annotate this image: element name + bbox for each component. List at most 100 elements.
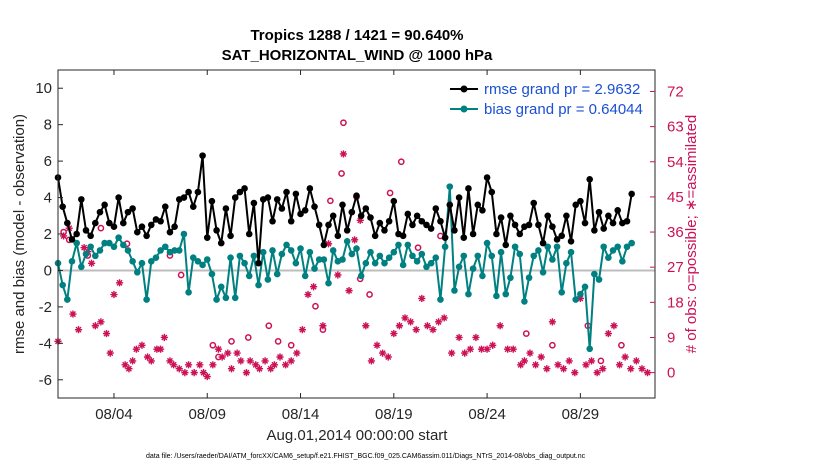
bias-point bbox=[404, 241, 412, 249]
bias-point bbox=[381, 259, 388, 267]
bias-point bbox=[231, 294, 239, 302]
obs-assimilated-marker bbox=[423, 322, 431, 330]
obs-assimilated-marker bbox=[227, 365, 236, 373]
obs-assimilated-marker bbox=[115, 279, 124, 287]
rmse-point bbox=[166, 228, 174, 236]
bias-point bbox=[628, 239, 635, 247]
obs-assimilated-marker bbox=[138, 341, 146, 349]
rmse-point bbox=[628, 190, 635, 198]
obs-assimilated-marker bbox=[554, 361, 562, 369]
bias-point bbox=[339, 256, 346, 263]
bias-point bbox=[493, 292, 500, 300]
bias-point bbox=[353, 245, 360, 252]
obs-assimilated-marker bbox=[384, 353, 392, 361]
bias-point bbox=[259, 248, 267, 256]
bias-point bbox=[325, 279, 332, 287]
rmse-point bbox=[301, 207, 309, 214]
obs-assimilated-marker bbox=[440, 314, 448, 322]
obs-assimilated-marker bbox=[309, 283, 318, 291]
bias-point bbox=[395, 241, 402, 249]
obs-assimilated-marker bbox=[587, 357, 596, 365]
rmse-point bbox=[68, 236, 76, 243]
y-axis-label: rmse and bias (model - observation) bbox=[11, 114, 28, 354]
bias-point bbox=[269, 247, 276, 254]
bias-point bbox=[301, 272, 309, 280]
obs-assimilated-marker bbox=[319, 322, 327, 330]
rmse-point bbox=[185, 188, 192, 196]
bias-point bbox=[68, 258, 76, 265]
rmse-point bbox=[404, 210, 412, 218]
rmse-point bbox=[87, 232, 94, 240]
obs-assimilated-marker bbox=[356, 216, 364, 224]
obs-assimilated-marker bbox=[132, 345, 140, 353]
obs-possible-marker bbox=[386, 189, 394, 197]
obs-assimilated-marker bbox=[395, 322, 404, 330]
obs-assimilated-marker bbox=[237, 357, 245, 365]
bias-point bbox=[371, 259, 379, 267]
obs-assimilated-marker bbox=[351, 236, 359, 244]
bias-point bbox=[441, 243, 449, 251]
y2-tick-label: 72 bbox=[667, 83, 684, 100]
obs-assimilated-marker bbox=[362, 322, 370, 330]
rmse-point bbox=[115, 194, 122, 201]
obs-assimilated-marker bbox=[246, 357, 254, 365]
bias-point bbox=[586, 345, 594, 353]
bias-point bbox=[306, 248, 314, 256]
rmse-point bbox=[586, 176, 594, 183]
obs-assimilated-marker bbox=[261, 357, 269, 365]
obs-possible-marker bbox=[97, 224, 105, 232]
obs-assimilated-marker bbox=[121, 361, 129, 369]
rmse-point bbox=[101, 201, 108, 209]
obs-assimilated-marker bbox=[143, 353, 152, 361]
obs-assimilated-marker bbox=[565, 357, 573, 365]
rmse-point bbox=[502, 241, 510, 249]
obs-assimilated-marker bbox=[339, 150, 348, 158]
obs-assimilated-marker bbox=[209, 361, 217, 369]
obs-assimilated-marker bbox=[304, 290, 312, 299]
rmse-point bbox=[180, 194, 188, 201]
rmse-point bbox=[474, 201, 482, 209]
bias-point bbox=[203, 256, 211, 263]
bias-point bbox=[106, 239, 113, 247]
y2-tick-label: 36 bbox=[667, 224, 684, 241]
bias-point bbox=[96, 247, 104, 254]
y2-tick-label: 9 bbox=[667, 329, 675, 346]
legend-bias-marker bbox=[460, 105, 468, 113]
obs-assimilated-marker bbox=[267, 365, 275, 373]
rmse-point bbox=[437, 217, 444, 225]
obs-assimilated-marker bbox=[184, 361, 193, 369]
rmse-point bbox=[147, 221, 155, 229]
x-axis-label: Aug.01,2014 00:00:00 start bbox=[267, 427, 449, 444]
bias-series bbox=[54, 183, 635, 353]
bias-point bbox=[245, 272, 253, 280]
obs-assimilated-marker bbox=[477, 345, 486, 353]
obs-possible-marker bbox=[312, 302, 319, 310]
obs-assimilated-marker bbox=[412, 326, 420, 334]
rmse-point bbox=[129, 205, 136, 212]
rmse-point bbox=[273, 196, 281, 203]
obs-assimilated-marker bbox=[293, 349, 301, 357]
obs-possible-marker bbox=[327, 197, 334, 205]
obs-assimilated-marker bbox=[643, 369, 652, 377]
obs-assimilated-marker bbox=[559, 365, 568, 373]
rmse-point bbox=[390, 197, 398, 205]
obs-assimilated-marker bbox=[276, 353, 284, 361]
bias-point bbox=[348, 250, 356, 258]
obs-assimilated-marker bbox=[520, 357, 529, 365]
obs-possible-marker bbox=[244, 334, 252, 341]
bias-point bbox=[376, 252, 384, 260]
rmse-point bbox=[339, 201, 346, 209]
rmse-point bbox=[297, 210, 304, 218]
bias-point bbox=[427, 259, 435, 267]
bias-point bbox=[502, 290, 510, 298]
rmse-point bbox=[446, 201, 454, 209]
obs-possible-marker bbox=[177, 271, 185, 279]
obs-assimilated-marker bbox=[287, 357, 295, 365]
bias-point bbox=[507, 274, 514, 282]
obs-assimilated-marker bbox=[537, 353, 545, 361]
bias-point bbox=[362, 259, 370, 267]
legend-rmse-label: rmse grand pr = 2.9632 bbox=[484, 81, 640, 98]
obs-assimilated-marker bbox=[175, 365, 183, 373]
rmse-point bbox=[245, 230, 253, 238]
